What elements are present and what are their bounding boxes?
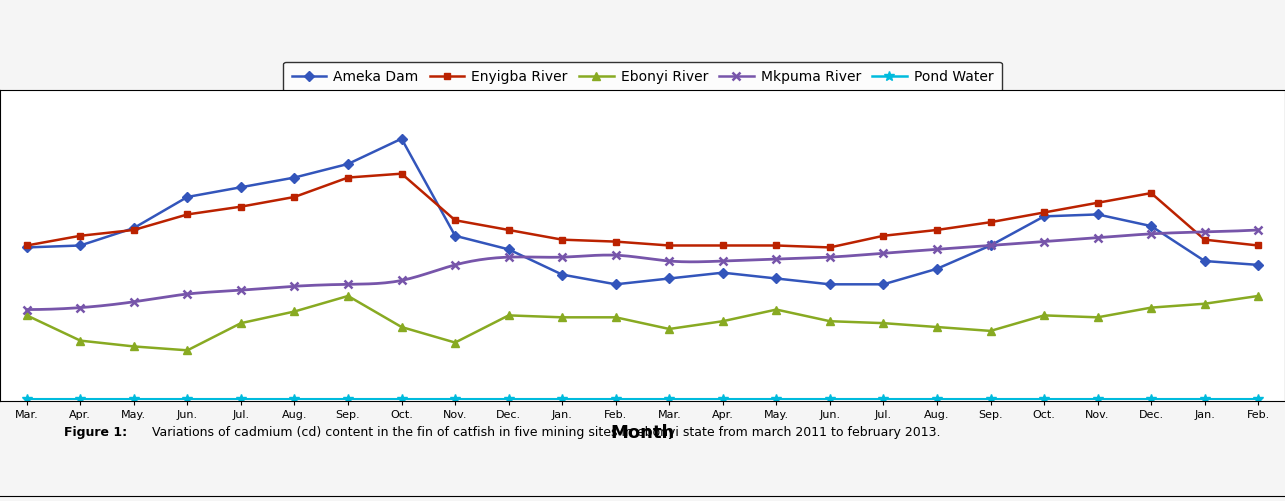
Legend: Ameka Dam, Enyigba River, Ebonyi River, Mkpuma River, Pond Water: Ameka Dam, Enyigba River, Ebonyi River, …	[283, 62, 1002, 92]
Text: Figure 1:: Figure 1:	[64, 426, 127, 439]
Text: Variations of cadmium (cd) content in the fin of catfish in five mining sites in: Variations of cadmium (cd) content in th…	[148, 426, 941, 439]
X-axis label: Month: Month	[610, 424, 675, 442]
